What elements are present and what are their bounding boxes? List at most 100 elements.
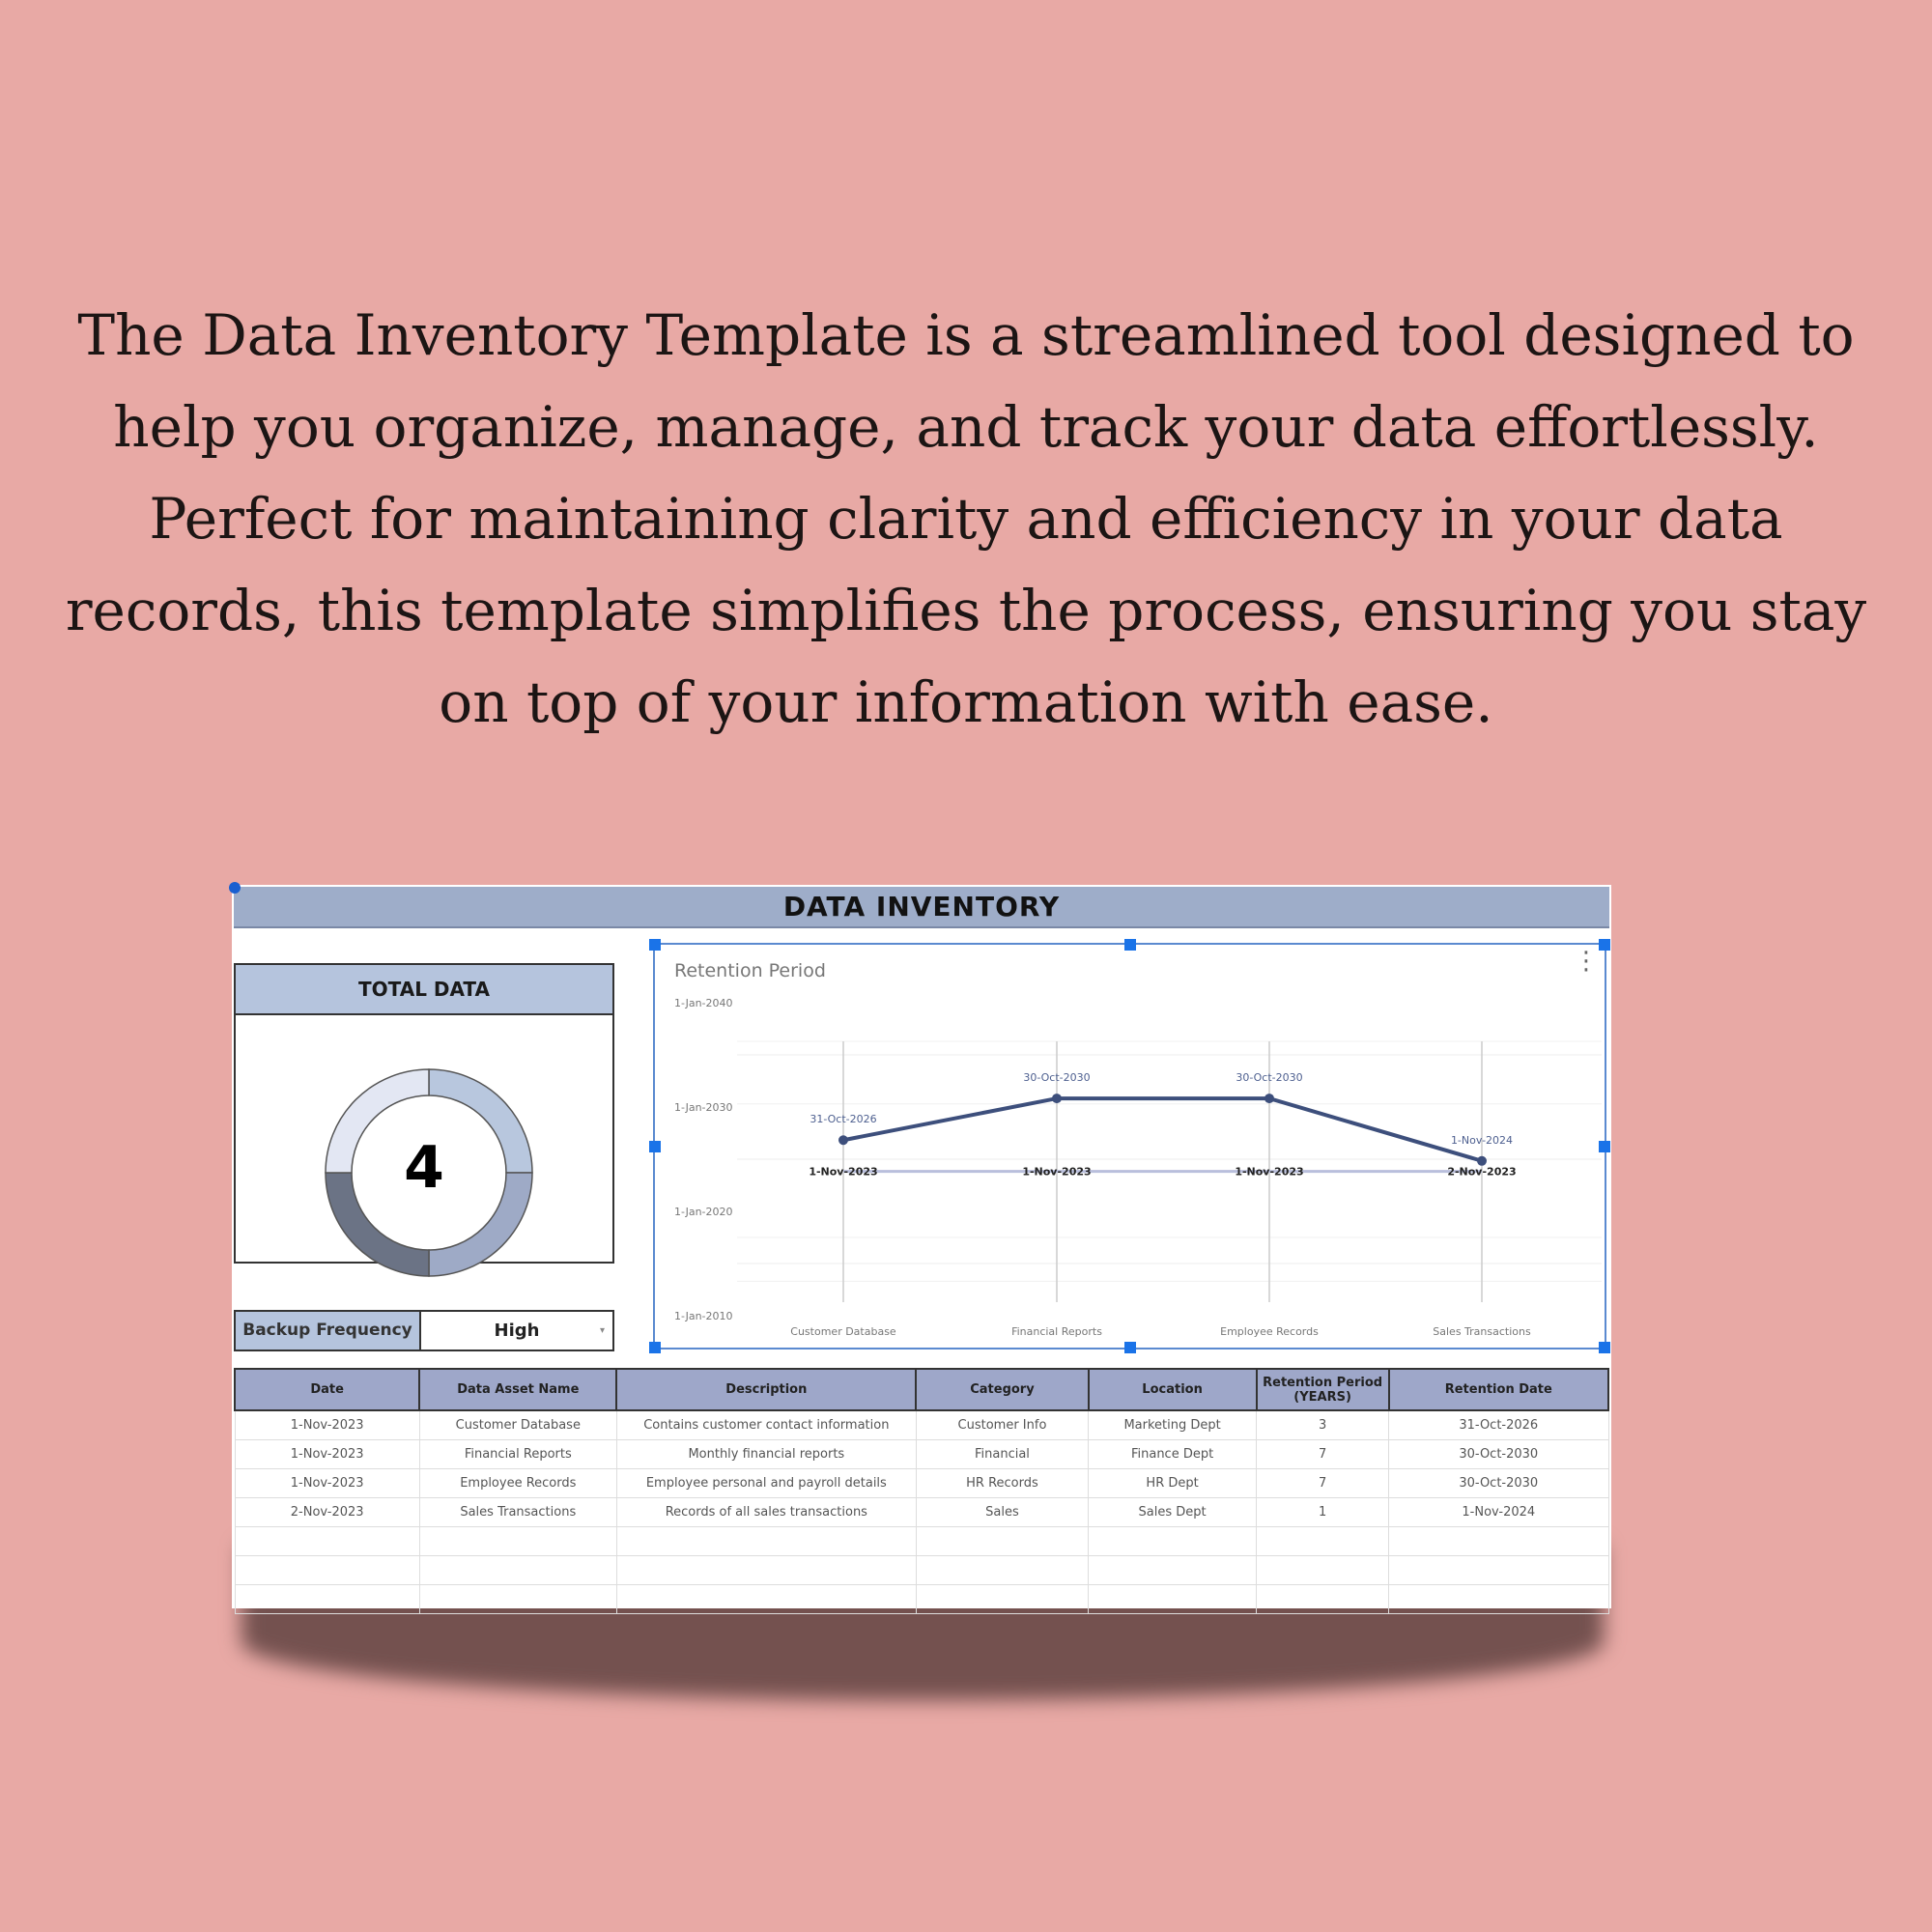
resize-handle[interactable]	[1599, 1140, 1610, 1152]
resize-handle[interactable]	[1123, 1342, 1136, 1353]
data-point	[1264, 1094, 1274, 1104]
table-cell[interactable]: 1-Nov-2023	[234, 1409, 420, 1440]
table-cell[interactable]	[418, 1526, 617, 1556]
backup-frequency: Backup Frequency High ▾	[234, 1310, 614, 1351]
table-cell[interactable]	[1388, 1526, 1609, 1556]
table-cell[interactable]: 31-Oct-2026	[1388, 1409, 1609, 1440]
column-header: Data Asset Name	[418, 1368, 618, 1411]
table-cell[interactable]: Monthly financial reports	[615, 1439, 917, 1469]
table-cell[interactable]	[1088, 1555, 1258, 1585]
table-cell[interactable]	[915, 1555, 1090, 1585]
table-cell[interactable]: 2-Nov-2023	[234, 1497, 420, 1527]
table-cell[interactable]	[915, 1526, 1090, 1556]
table-cell[interactable]: HR Dept	[1088, 1468, 1258, 1498]
table-cell[interactable]	[418, 1555, 617, 1585]
table-cell[interactable]: Sales Dept	[1088, 1497, 1258, 1527]
table-cell[interactable]: 7	[1256, 1439, 1390, 1469]
table-cell[interactable]: 1	[1256, 1497, 1390, 1527]
table-row: 1-Nov-2023 Employee Records Employee perso…	[234, 1468, 1609, 1498]
x-tick-label: Customer Database	[790, 1325, 896, 1338]
intro-paragraph: The Data Inventory Template is a streaml…	[65, 302, 1867, 735]
resize-handle[interactable]	[1599, 939, 1610, 951]
column-header: Category	[915, 1368, 1090, 1411]
data-point	[1052, 1094, 1062, 1104]
table-cell[interactable]: Financial	[915, 1439, 1090, 1469]
resize-handle[interactable]	[649, 939, 661, 951]
resize-handle[interactable]	[649, 1140, 661, 1152]
table-cell[interactable]	[234, 1555, 420, 1585]
table-cell[interactable]	[1088, 1526, 1258, 1556]
y-tick-label: 1-Jan-2030	[674, 1101, 733, 1114]
table-cell[interactable]: Customer Info	[915, 1409, 1090, 1440]
table-cell[interactable]	[234, 1526, 420, 1556]
series-line	[842, 1096, 1483, 1163]
table-cell[interactable]	[418, 1584, 617, 1614]
data-label: 1-Nov-2023	[1235, 1166, 1303, 1179]
data-label: 1-Nov-2024	[1451, 1134, 1513, 1147]
table-cell[interactable]: Sales Transactions	[418, 1497, 617, 1527]
data-label: 31-Oct-2026	[810, 1113, 876, 1125]
table-cell[interactable]	[1256, 1526, 1390, 1556]
table-cell[interactable]	[615, 1555, 917, 1585]
table-cell[interactable]: HR Records	[915, 1468, 1090, 1498]
chart-title: Retention Period	[674, 960, 826, 981]
table-cell[interactable]: Employee Records	[418, 1468, 617, 1498]
table-cell[interactable]: Finance Dept	[1088, 1439, 1258, 1469]
table-cell[interactable]: Employee personal and payroll details	[615, 1468, 917, 1498]
table-cell[interactable]: 30-Oct-2030	[1388, 1468, 1609, 1498]
table-cell[interactable]	[1388, 1584, 1609, 1614]
y-tick-label: 1-Jan-2020	[674, 1206, 733, 1218]
table-cell[interactable]: 30-Oct-2030	[1388, 1439, 1609, 1469]
data-label: 30-Oct-2030	[1023, 1071, 1090, 1084]
table-row: 2-Nov-2023 Sales Transactions Records of a…	[234, 1497, 1609, 1527]
retention-chart[interactable]: 1-Jan-2040 1-Jan-2030 1-Jan-2020 1-Jan-2010…	[649, 939, 1610, 1353]
empty-row	[234, 1555, 1609, 1585]
y-tick-label: 1-Jan-2040	[674, 997, 733, 1009]
table-cell[interactable]: Contains customer contact information	[615, 1409, 917, 1440]
table-cell[interactable]: 1-Nov-2024	[1388, 1497, 1609, 1527]
table-cell[interactable]: Sales	[915, 1497, 1090, 1527]
table-cell[interactable]	[615, 1584, 917, 1614]
data-label: 30-Oct-2030	[1236, 1071, 1302, 1084]
data-inventory-table: Date Data Asset Name Description Category Lo…	[233, 1368, 1610, 1614]
dropdown-caret-icon: ▾	[599, 1325, 605, 1336]
empty-row	[234, 1584, 1609, 1614]
table-cell[interactable]: 1-Nov-2023	[234, 1439, 420, 1469]
table-cell[interactable]	[234, 1584, 420, 1614]
total-data-label: TOTAL DATA	[236, 965, 612, 1015]
data-point	[838, 1135, 848, 1146]
table-cell[interactable]: Marketing Dept	[1088, 1409, 1258, 1440]
table-cell[interactable]: Records of all sales transactions	[615, 1497, 917, 1527]
empty-row	[234, 1526, 1609, 1556]
table-cell[interactable]: Financial Reports	[418, 1439, 617, 1469]
donut-segment	[325, 1068, 430, 1174]
x-tick-label: Sales Transactions	[1433, 1325, 1531, 1338]
total-data-value: 4	[404, 1134, 444, 1202]
table-cell[interactable]: Customer Database	[418, 1409, 617, 1440]
table-cell[interactable]	[615, 1526, 917, 1556]
resize-handle[interactable]	[649, 1342, 661, 1353]
x-tick-label: Financial Reports	[1011, 1325, 1102, 1338]
table-cell[interactable]	[1088, 1584, 1258, 1614]
table-cell[interactable]	[1256, 1584, 1390, 1614]
column-header: Location	[1087, 1368, 1258, 1411]
resize-handle[interactable]	[1599, 1342, 1610, 1353]
x-tick-label: Employee Records	[1220, 1325, 1319, 1338]
backup-frequency-label: Backup Frequency	[236, 1312, 421, 1350]
table-row: 1-Nov-2023 Customer Database Contains cust…	[234, 1409, 1609, 1440]
data-label: 1-Nov-2023	[1022, 1166, 1091, 1179]
column-header: Retention Period (YEARS)	[1255, 1368, 1390, 1411]
table-cell[interactable]: 1-Nov-2023	[234, 1468, 420, 1498]
sheet-title: DATA INVENTORY	[234, 887, 1609, 928]
table-cell[interactable]	[1388, 1555, 1609, 1585]
table-row: 1-Nov-2023 Financial Reports Monthly finan…	[234, 1439, 1609, 1469]
table-cell[interactable]	[1256, 1555, 1390, 1585]
table-cell[interactable]: 3	[1256, 1409, 1390, 1440]
column-header: Retention Date	[1387, 1368, 1610, 1411]
table-cell[interactable]: 7	[1256, 1468, 1390, 1498]
table-cell[interactable]	[915, 1584, 1090, 1614]
resize-handle[interactable]	[1123, 939, 1136, 951]
kebab-menu-icon[interactable]: ⋮	[1574, 947, 1599, 976]
backup-frequency-select[interactable]: High ▾	[421, 1312, 612, 1350]
data-label: 1-Nov-2023	[809, 1166, 877, 1179]
